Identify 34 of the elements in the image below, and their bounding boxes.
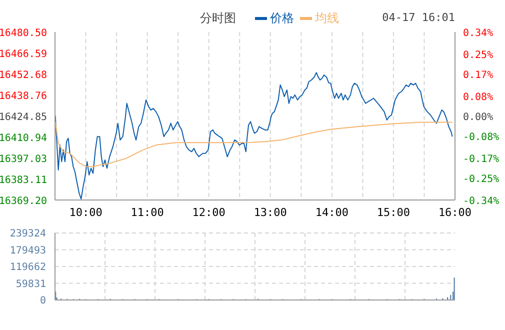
y2-tick-label: -0.25%: [463, 174, 500, 185]
y-tick-label: 16466.59: [0, 48, 47, 60]
chart-title: 分时图: [200, 10, 236, 27]
y-tick-label: 16397.03: [0, 154, 47, 165]
y-tick-label: 16369.20: [0, 196, 47, 207]
x-tick-label: 14:00: [315, 206, 348, 219]
y2-tick-label: -0.08%: [463, 132, 500, 143]
x-tick-label: 13:00: [254, 206, 287, 219]
y2-tick-label: 0.25%: [463, 50, 494, 62]
x-tick-label: 12:00: [192, 206, 226, 219]
y2-tick-label: -0.34%: [463, 196, 500, 207]
y2-tick-label: -0.17%: [463, 154, 500, 165]
y2-tick-label: 0.00%: [463, 112, 494, 123]
x-tick-label: 11:00: [130, 206, 164, 219]
legend-label: 价格: [269, 10, 294, 27]
legend-label: 均线: [314, 10, 339, 27]
y2-tick-label: 0.34%: [463, 28, 494, 39]
y-tick-label: 16424.85: [0, 112, 47, 123]
y-tick-label: 119662: [10, 262, 46, 274]
y-tick-label: 179493: [10, 245, 46, 256]
y-tick-label: 16410.94: [0, 132, 47, 144]
y2-tick-label: 0.17%: [463, 70, 494, 81]
y-tick-label: 59831: [16, 278, 46, 290]
x-tick-label: 10:00: [69, 206, 102, 219]
y-tick-label: 16383.11: [0, 175, 47, 186]
y-tick-label: 239324: [10, 228, 46, 240]
y-tick-label: 0: [40, 296, 46, 307]
y2-tick-label: 0.08%: [463, 92, 494, 104]
chart-subtitle: 04-17 16:01: [382, 11, 455, 24]
x-tick-label: 15:00: [376, 206, 410, 219]
y-tick-label: 16480.50: [0, 28, 47, 39]
y-tick-label: 16438.76: [0, 91, 47, 102]
x-tick-label: 16:00: [438, 206, 472, 219]
y-tick-label: 16452.68: [0, 70, 47, 81]
